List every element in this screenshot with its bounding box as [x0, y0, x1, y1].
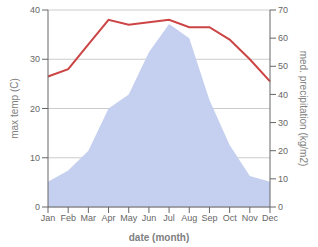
svg-text:med. precipitation (kg/m2): med. precipitation (kg/m2) [298, 51, 309, 167]
svg-text:0: 0 [278, 202, 283, 212]
svg-text:Nov: Nov [242, 213, 259, 223]
svg-text:70: 70 [278, 5, 288, 15]
svg-text:max temp (C): max temp (C) [9, 78, 20, 139]
svg-text:Jan: Jan [41, 213, 56, 223]
svg-text:Sep: Sep [201, 213, 217, 223]
svg-text:Jun: Jun [142, 213, 157, 223]
svg-text:30: 30 [278, 118, 288, 128]
svg-text:60: 60 [278, 33, 288, 43]
svg-text:20: 20 [278, 146, 288, 156]
svg-text:Aug: Aug [181, 213, 197, 223]
svg-text:Mar: Mar [81, 213, 97, 223]
svg-text:Jul: Jul [163, 213, 175, 223]
svg-text:40: 40 [30, 5, 40, 15]
svg-text:date (month): date (month) [129, 232, 190, 243]
svg-text:10: 10 [278, 174, 288, 184]
svg-text:30: 30 [30, 54, 40, 64]
svg-text:Oct: Oct [223, 213, 238, 223]
svg-text:50: 50 [278, 61, 288, 71]
svg-text:10: 10 [30, 153, 40, 163]
svg-text:May: May [120, 213, 138, 223]
svg-text:Dec: Dec [262, 213, 279, 223]
svg-text:Feb: Feb [60, 213, 76, 223]
svg-text:20: 20 [30, 104, 40, 114]
svg-text:0: 0 [35, 202, 40, 212]
svg-text:40: 40 [278, 90, 288, 100]
svg-text:Apr: Apr [102, 213, 116, 223]
